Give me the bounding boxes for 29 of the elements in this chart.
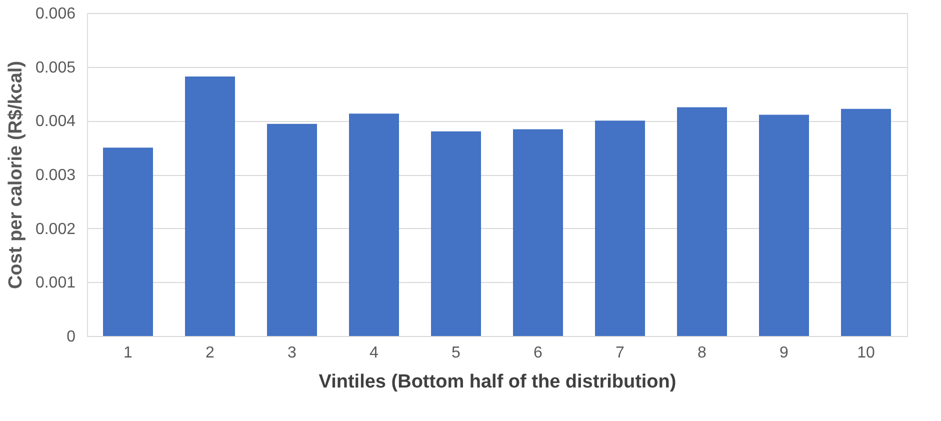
y-tick-label: 0.004 bbox=[35, 113, 76, 130]
y-axis-title: Cost per calorie (R$/kcal) bbox=[5, 60, 26, 290]
x-tick-label: 1 bbox=[124, 344, 133, 362]
y-tick-label: 0 bbox=[66, 328, 76, 346]
x-tick-label: 5 bbox=[452, 344, 461, 362]
y-tick-label: 0.001 bbox=[35, 274, 76, 292]
x-tick-label: 2 bbox=[206, 344, 215, 362]
x-tick-label: 7 bbox=[616, 344, 625, 362]
bar bbox=[431, 131, 481, 336]
y-tick-label: 0.006 bbox=[35, 6, 76, 22]
bar bbox=[185, 76, 235, 336]
bar bbox=[841, 108, 891, 336]
x-tick-label: 4 bbox=[370, 344, 379, 362]
bar bbox=[103, 148, 153, 336]
bar bbox=[677, 107, 727, 336]
x-tick-label: 9 bbox=[780, 344, 789, 362]
y-tick-label: 0.005 bbox=[35, 59, 76, 76]
x-axis-title: Vintiles (Bottom half of the distribution) bbox=[318, 372, 676, 392]
x-tick-label: 8 bbox=[698, 344, 707, 362]
bar bbox=[513, 129, 563, 336]
x-tick-label: 10 bbox=[857, 344, 875, 362]
bar bbox=[349, 114, 399, 336]
bar bbox=[595, 120, 645, 336]
bar bbox=[759, 114, 809, 336]
x-tick-label: 3 bbox=[288, 344, 297, 362]
y-tick-label: 0.002 bbox=[35, 220, 76, 238]
y-tick-label: 0.003 bbox=[35, 167, 76, 184]
bar bbox=[267, 124, 317, 336]
x-tick-label: 6 bbox=[534, 344, 543, 362]
